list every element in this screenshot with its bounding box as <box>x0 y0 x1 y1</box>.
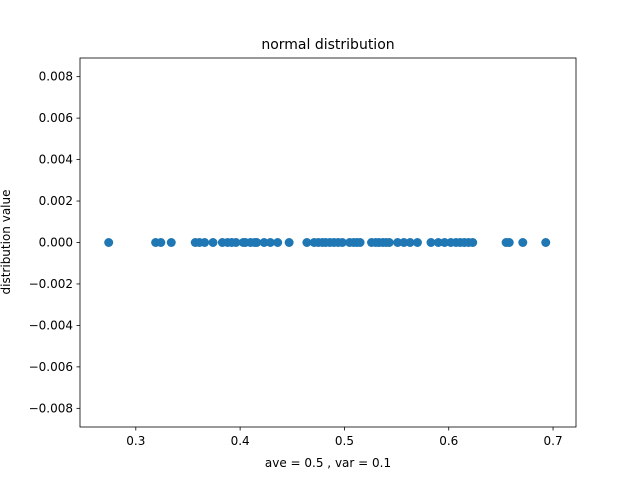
y-tick-label: −0.008 <box>29 401 73 415</box>
data-point <box>104 238 114 247</box>
data-point <box>302 238 312 247</box>
data-point <box>208 238 218 247</box>
y-tick-label: 0.008 <box>39 70 73 84</box>
y-axis-label: distribution value <box>0 190 13 295</box>
x-axis: 0.3 0.4 0.5 0.6 0.7 <box>126 427 563 448</box>
data-point <box>273 238 283 247</box>
x-tick-label: 0.5 <box>335 434 354 448</box>
data-point <box>156 238 166 247</box>
data-point <box>405 238 415 247</box>
data-point <box>355 238 365 247</box>
x-tick-label: 0.6 <box>439 434 458 448</box>
y-axis: 0.008 0.006 0.004 0.002 0.000 −0.002 −0.004 −0.… <box>29 70 80 415</box>
data-point <box>393 238 403 247</box>
data-point <box>384 238 394 247</box>
data-point <box>252 238 262 247</box>
x-tick-label: 0.4 <box>231 434 250 448</box>
y-tick-label: −0.004 <box>29 318 73 332</box>
data-point <box>284 238 294 247</box>
x-tick-label: 0.3 <box>126 434 145 448</box>
data-points <box>104 238 551 247</box>
data-point <box>518 238 528 247</box>
data-point <box>265 238 275 247</box>
data-point <box>337 238 347 247</box>
data-point <box>200 238 210 247</box>
y-tick-label: 0.004 <box>39 153 73 167</box>
x-axis-label: ave = 0.5 , var = 0.1 <box>265 456 391 470</box>
data-point <box>433 238 443 247</box>
data-point <box>440 238 450 247</box>
x-tick-label: 0.7 <box>544 434 563 448</box>
y-tick-label: −0.006 <box>29 360 73 374</box>
chart-title: normal distribution <box>261 37 394 53</box>
y-tick-label: 0.006 <box>39 111 73 125</box>
data-point <box>399 238 409 247</box>
data-point <box>504 238 514 247</box>
data-point <box>231 238 241 247</box>
data-point <box>412 238 422 247</box>
y-tick-label: −0.002 <box>29 277 73 291</box>
data-point <box>259 238 269 247</box>
y-tick-label: 0.000 <box>39 236 73 250</box>
y-tick-label: 0.002 <box>39 194 73 208</box>
data-point <box>166 238 176 247</box>
data-point <box>541 238 551 247</box>
data-point <box>426 238 436 247</box>
data-point <box>468 238 478 247</box>
